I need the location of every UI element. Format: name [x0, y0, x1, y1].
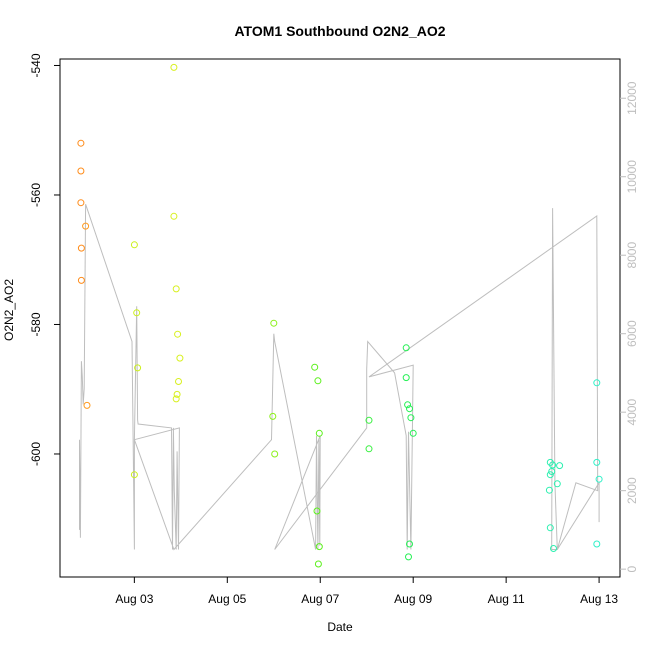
- data-point: [130, 471, 138, 479]
- y-axis: -540 -560 -580 -600: [29, 53, 60, 466]
- data-point: [545, 486, 553, 494]
- right-tick-label: 2000: [625, 477, 639, 504]
- x-tick-label: Aug 13: [580, 592, 618, 606]
- data-point: [82, 222, 90, 230]
- data-point: [269, 412, 277, 420]
- y-tick-label: -540: [29, 53, 43, 77]
- data-point: [77, 199, 85, 207]
- data-point: [315, 429, 323, 437]
- data-point: [405, 553, 412, 561]
- data-point: [593, 458, 601, 466]
- data-point: [595, 475, 603, 483]
- right-tick-label: 8000: [625, 242, 639, 269]
- data-point: [172, 395, 180, 403]
- data-point: [77, 244, 85, 252]
- data-point: [315, 543, 323, 551]
- right-tick-label: 12000: [625, 81, 639, 115]
- data-point: [176, 354, 184, 362]
- data-point: [172, 285, 180, 293]
- chart-title: ATOM1 Southbound O2N2_AO2: [234, 23, 445, 39]
- data-point: [270, 319, 278, 327]
- data-point: [271, 450, 279, 458]
- data-point: [134, 364, 142, 372]
- data-point: [404, 401, 412, 409]
- data-point: [546, 524, 554, 532]
- x-tick-label: Aug 05: [208, 592, 246, 606]
- data-point: [130, 241, 138, 249]
- data-point: [311, 363, 319, 371]
- y-tick-label: -580: [29, 312, 43, 336]
- data-point: [549, 461, 557, 469]
- x-axis: Aug 03 Aug 05 Aug 07 Aug 09 Aug 11 Aug 13: [115, 577, 618, 606]
- y-axis-right: 0 2000 4000 6000 8000 10000 12000: [620, 81, 639, 573]
- data-point: [175, 378, 182, 385]
- x-axis-label: Date: [327, 620, 353, 634]
- data-point: [77, 276, 85, 284]
- data-point: [77, 139, 85, 147]
- y-axis-label: O2N2_AO2: [2, 279, 16, 341]
- data-point: [314, 377, 322, 385]
- data-point: [550, 545, 557, 552]
- x-tick-label: Aug 09: [394, 592, 432, 606]
- data-point: [365, 445, 373, 453]
- data-point: [173, 390, 181, 398]
- data-point: [314, 560, 322, 568]
- data-point: [170, 212, 178, 220]
- data-point: [556, 462, 564, 470]
- data-point: [77, 167, 85, 175]
- data-point: [546, 471, 554, 479]
- data-point: [133, 309, 141, 317]
- point-series: [77, 63, 603, 568]
- line-series: [79, 204, 600, 551]
- y-tick-label: -600: [29, 442, 43, 466]
- data-point: [402, 344, 410, 352]
- data-point: [553, 480, 561, 488]
- data-point: [593, 379, 601, 387]
- data-point: [174, 330, 182, 338]
- data-point: [313, 507, 321, 515]
- data-point: [402, 374, 410, 382]
- plot-frame: [59, 58, 621, 578]
- data-point: [593, 540, 601, 548]
- y-tick-label: -560: [29, 183, 43, 207]
- right-tick-label: 10000: [625, 160, 639, 194]
- x-tick-label: Aug 03: [115, 592, 153, 606]
- right-tick-label: 4000: [625, 399, 639, 426]
- right-tick-label: 0: [625, 566, 639, 573]
- data-point: [548, 468, 556, 475]
- data-point: [83, 401, 91, 409]
- data-point: [170, 63, 178, 71]
- x-tick-label: Aug 07: [301, 592, 339, 606]
- data-point: [365, 416, 373, 424]
- data-point: [406, 405, 413, 413]
- line-series-path: [79, 204, 600, 551]
- x-tick-label: Aug 11: [488, 592, 525, 606]
- data-point: [409, 429, 417, 437]
- data-point: [407, 414, 415, 422]
- right-tick-label: 6000: [625, 320, 639, 347]
- data-point: [406, 540, 413, 548]
